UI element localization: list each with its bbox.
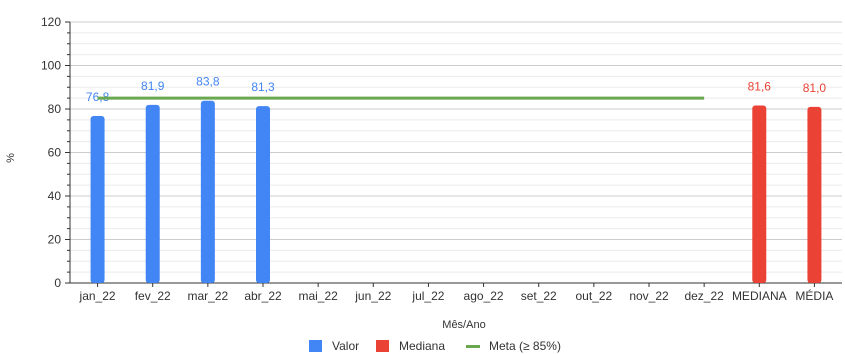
x-tick-label: set_22: [521, 289, 557, 303]
data-label: 81,6: [748, 80, 772, 94]
data-label: 83,8: [196, 75, 220, 89]
x-tick-label: jan_22: [79, 289, 116, 303]
y-tick-label: 20: [48, 233, 62, 247]
x-tick-label: fev_22: [135, 289, 171, 303]
x-tick-label: mar_22: [188, 289, 229, 303]
y-tick-label: 0: [54, 276, 61, 290]
y-tick-label: 80: [48, 102, 62, 116]
data-label: 81,9: [141, 79, 165, 93]
bar: [256, 106, 270, 283]
bars: 76,881,983,881,381,681,0: [86, 75, 827, 284]
x-axis-title: Mês/Ano: [442, 319, 485, 331]
legend-swatch: [466, 345, 480, 348]
bar: [752, 105, 767, 284]
legend-swatch: [309, 340, 322, 352]
y-tick-label: 100: [41, 59, 61, 73]
y-axis-title: %: [5, 153, 17, 163]
y-tick-label: 60: [48, 146, 62, 160]
legend-label: Valor: [332, 339, 359, 353]
bar: [200, 100, 215, 283]
data-label: 81,0: [803, 81, 827, 95]
y-axis-ticks: 0 20 40 60 80 100 120: [41, 15, 70, 290]
y-tick-label: 120: [41, 15, 61, 29]
legend-swatch: [376, 340, 389, 352]
x-tick-label: MÉDIA: [795, 288, 833, 303]
x-axis-ticks: jan_22 fev_22 mar_22 abr_22 mai_22 jun_22 jul_…: [79, 283, 833, 303]
x-tick-label: ago_22: [464, 289, 504, 303]
x-tick-label: jul_22: [411, 289, 444, 303]
bar: [90, 115, 105, 284]
x-tick-label: mai_22: [298, 289, 338, 303]
x-tick-label: abr_22: [244, 289, 282, 303]
bar: [807, 106, 822, 283]
legend-label: Mediana: [399, 339, 445, 353]
data-label: 81,3: [251, 80, 275, 94]
x-tick-label: nov_22: [629, 289, 669, 303]
y-tick-label: 40: [48, 189, 62, 203]
x-tick-label: dez_22: [684, 289, 724, 303]
legend-label: Meta (≥ 85%): [489, 339, 561, 353]
gridlines: [70, 21, 842, 273]
x-tick-label: jun_22: [354, 289, 391, 303]
x-tick-label: MEDIANA: [732, 289, 787, 303]
legend: Valor Mediana Meta (≥ 85%): [309, 339, 561, 353]
bar: [145, 104, 160, 284]
x-tick-label: out_22: [576, 289, 613, 303]
